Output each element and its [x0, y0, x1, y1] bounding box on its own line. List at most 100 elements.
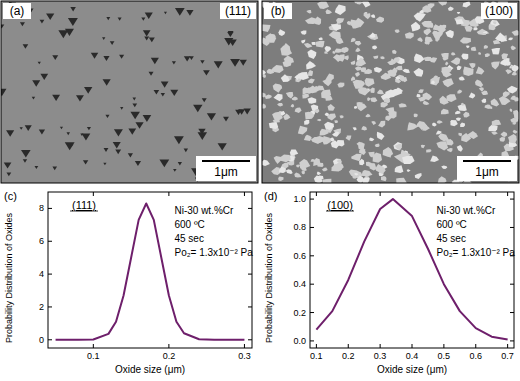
grain	[463, 67, 473, 76]
pit	[35, 166, 39, 169]
grain	[492, 48, 501, 55]
annotation: Po₂= 1.3x10⁻² Pa	[174, 247, 253, 258]
grain	[485, 105, 492, 110]
grain	[290, 149, 298, 156]
grain	[455, 57, 460, 60]
grain	[466, 46, 470, 49]
grain	[448, 7, 454, 11]
grain	[365, 78, 375, 87]
y-tick	[510, 227, 514, 228]
grain	[372, 46, 377, 50]
pit	[161, 82, 169, 88]
grain	[354, 173, 358, 175]
pit	[70, 144, 73, 147]
grain	[376, 17, 384, 23]
x-tick-label: 0.6	[469, 351, 482, 361]
label-box	[220, 3, 256, 19]
pit	[110, 41, 115, 45]
grain	[283, 60, 292, 67]
pit	[25, 125, 32, 131]
image-background	[262, 1, 519, 183]
grain	[479, 87, 484, 92]
orientation-label: (111)	[225, 4, 251, 18]
grain	[323, 179, 332, 183]
pit	[151, 58, 159, 64]
pit	[38, 62, 41, 65]
chart: 0.10.20.30.40.50.60.70.00.20.40.60.81.0(…	[264, 190, 515, 375]
grain	[395, 144, 402, 151]
x-tick	[412, 344, 413, 348]
pit	[103, 163, 106, 166]
grain	[443, 78, 454, 87]
grain	[423, 101, 430, 105]
grain	[440, 25, 446, 29]
grain	[458, 133, 462, 137]
pit	[214, 61, 223, 68]
pit	[228, 39, 236, 46]
grain	[262, 160, 270, 166]
grain	[485, 53, 490, 57]
grain	[432, 122, 437, 126]
grain	[347, 21, 352, 25]
y-tick	[510, 312, 514, 313]
grain	[430, 77, 440, 85]
grain	[277, 103, 283, 107]
pit	[145, 12, 153, 18]
pit	[149, 72, 154, 76]
grain	[308, 70, 313, 76]
grain	[311, 42, 315, 45]
grain	[441, 166, 447, 170]
pit	[58, 30, 68, 38]
grain	[262, 24, 271, 32]
grain	[505, 69, 512, 74]
grain	[418, 89, 424, 93]
grain	[351, 76, 355, 81]
grain	[508, 38, 513, 41]
pit	[1, 89, 6, 96]
grain	[463, 112, 469, 118]
pit	[40, 20, 45, 24]
pit	[115, 150, 121, 155]
grain	[278, 177, 283, 181]
pit	[23, 159, 27, 163]
grain	[489, 24, 496, 31]
y-tick	[310, 312, 314, 313]
pit	[120, 107, 123, 110]
pit	[20, 127, 23, 130]
grain	[402, 156, 415, 164]
grain	[370, 163, 377, 170]
grain	[387, 70, 396, 78]
texture	[262, 1, 519, 183]
grain	[450, 120, 457, 126]
chart-title: (111)	[72, 199, 96, 211]
grain	[316, 41, 325, 48]
scale-bar	[202, 160, 250, 162]
y-tick	[310, 199, 314, 200]
grain	[399, 103, 407, 107]
grain	[280, 46, 292, 56]
grain	[436, 131, 442, 135]
pit	[102, 37, 105, 40]
grain	[328, 113, 337, 120]
grain	[432, 30, 437, 35]
grain	[356, 58, 366, 66]
figure: (a)(111)1μm(b)(100)1μm0.10.20.302468(111…	[0, 0, 520, 381]
grain	[380, 56, 384, 59]
pit	[227, 32, 233, 37]
grain	[417, 94, 421, 98]
pit	[113, 142, 121, 148]
pit	[128, 153, 133, 157]
pit	[39, 130, 45, 135]
y-tick	[248, 241, 252, 242]
grain	[306, 61, 316, 70]
y-tick-label: 4	[39, 269, 44, 279]
pit	[161, 93, 165, 97]
grain	[317, 1, 329, 9]
grain	[286, 92, 293, 99]
pit	[128, 129, 136, 135]
pit	[173, 169, 176, 172]
panel-label: (d)	[264, 190, 277, 202]
grain	[385, 107, 394, 112]
grain	[492, 120, 502, 126]
grain	[361, 126, 367, 131]
